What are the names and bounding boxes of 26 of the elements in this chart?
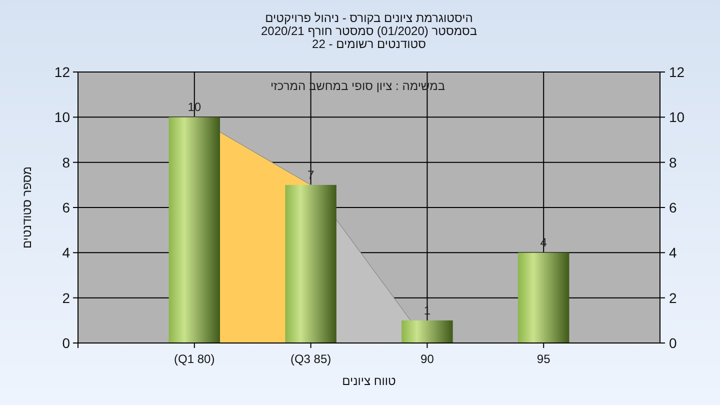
y-tick-label: 6 [62, 200, 70, 216]
y-tick-label: 2 [62, 290, 70, 306]
y2-tick-label: 4 [669, 244, 677, 261]
y2-tick-label: 8 [669, 154, 677, 170]
x-axis-title: טווח ציונים [342, 374, 396, 388]
y-axis-title: מספר סטודנטים [20, 166, 34, 249]
y2-tick-label: 12 [669, 64, 685, 80]
y-tick-label: 4 [62, 244, 70, 261]
y-tick-label: 8 [62, 154, 70, 170]
x-tick-label: (Q3 85) [290, 352, 332, 366]
y-tick-label: 12 [54, 64, 70, 80]
text: סטודנטים רשומים - 22 [312, 37, 426, 51]
x-tick-label: 90 [420, 352, 434, 366]
y2-tick-label: 10 [669, 109, 685, 126]
y2-tick-label: 0 [669, 335, 677, 351]
bar [518, 252, 570, 343]
x-tick-label: (Q1 80) [174, 352, 215, 366]
bar [168, 117, 220, 343]
y-tick-label: 0 [62, 335, 70, 351]
bar [402, 320, 453, 343]
y2-tick-label: 2 [669, 290, 677, 306]
x-tick-label: 95 [536, 352, 551, 366]
y-tick-label: 10 [54, 109, 70, 126]
y2-tick-label: 6 [669, 200, 677, 216]
chart-title: היסטוגרמת ציונים בקורס - ניהול פרויקטים [265, 11, 473, 25]
chart-subtitle: בסמסטר (01/2020) סמסטר חורף 2020/21 [260, 24, 478, 38]
